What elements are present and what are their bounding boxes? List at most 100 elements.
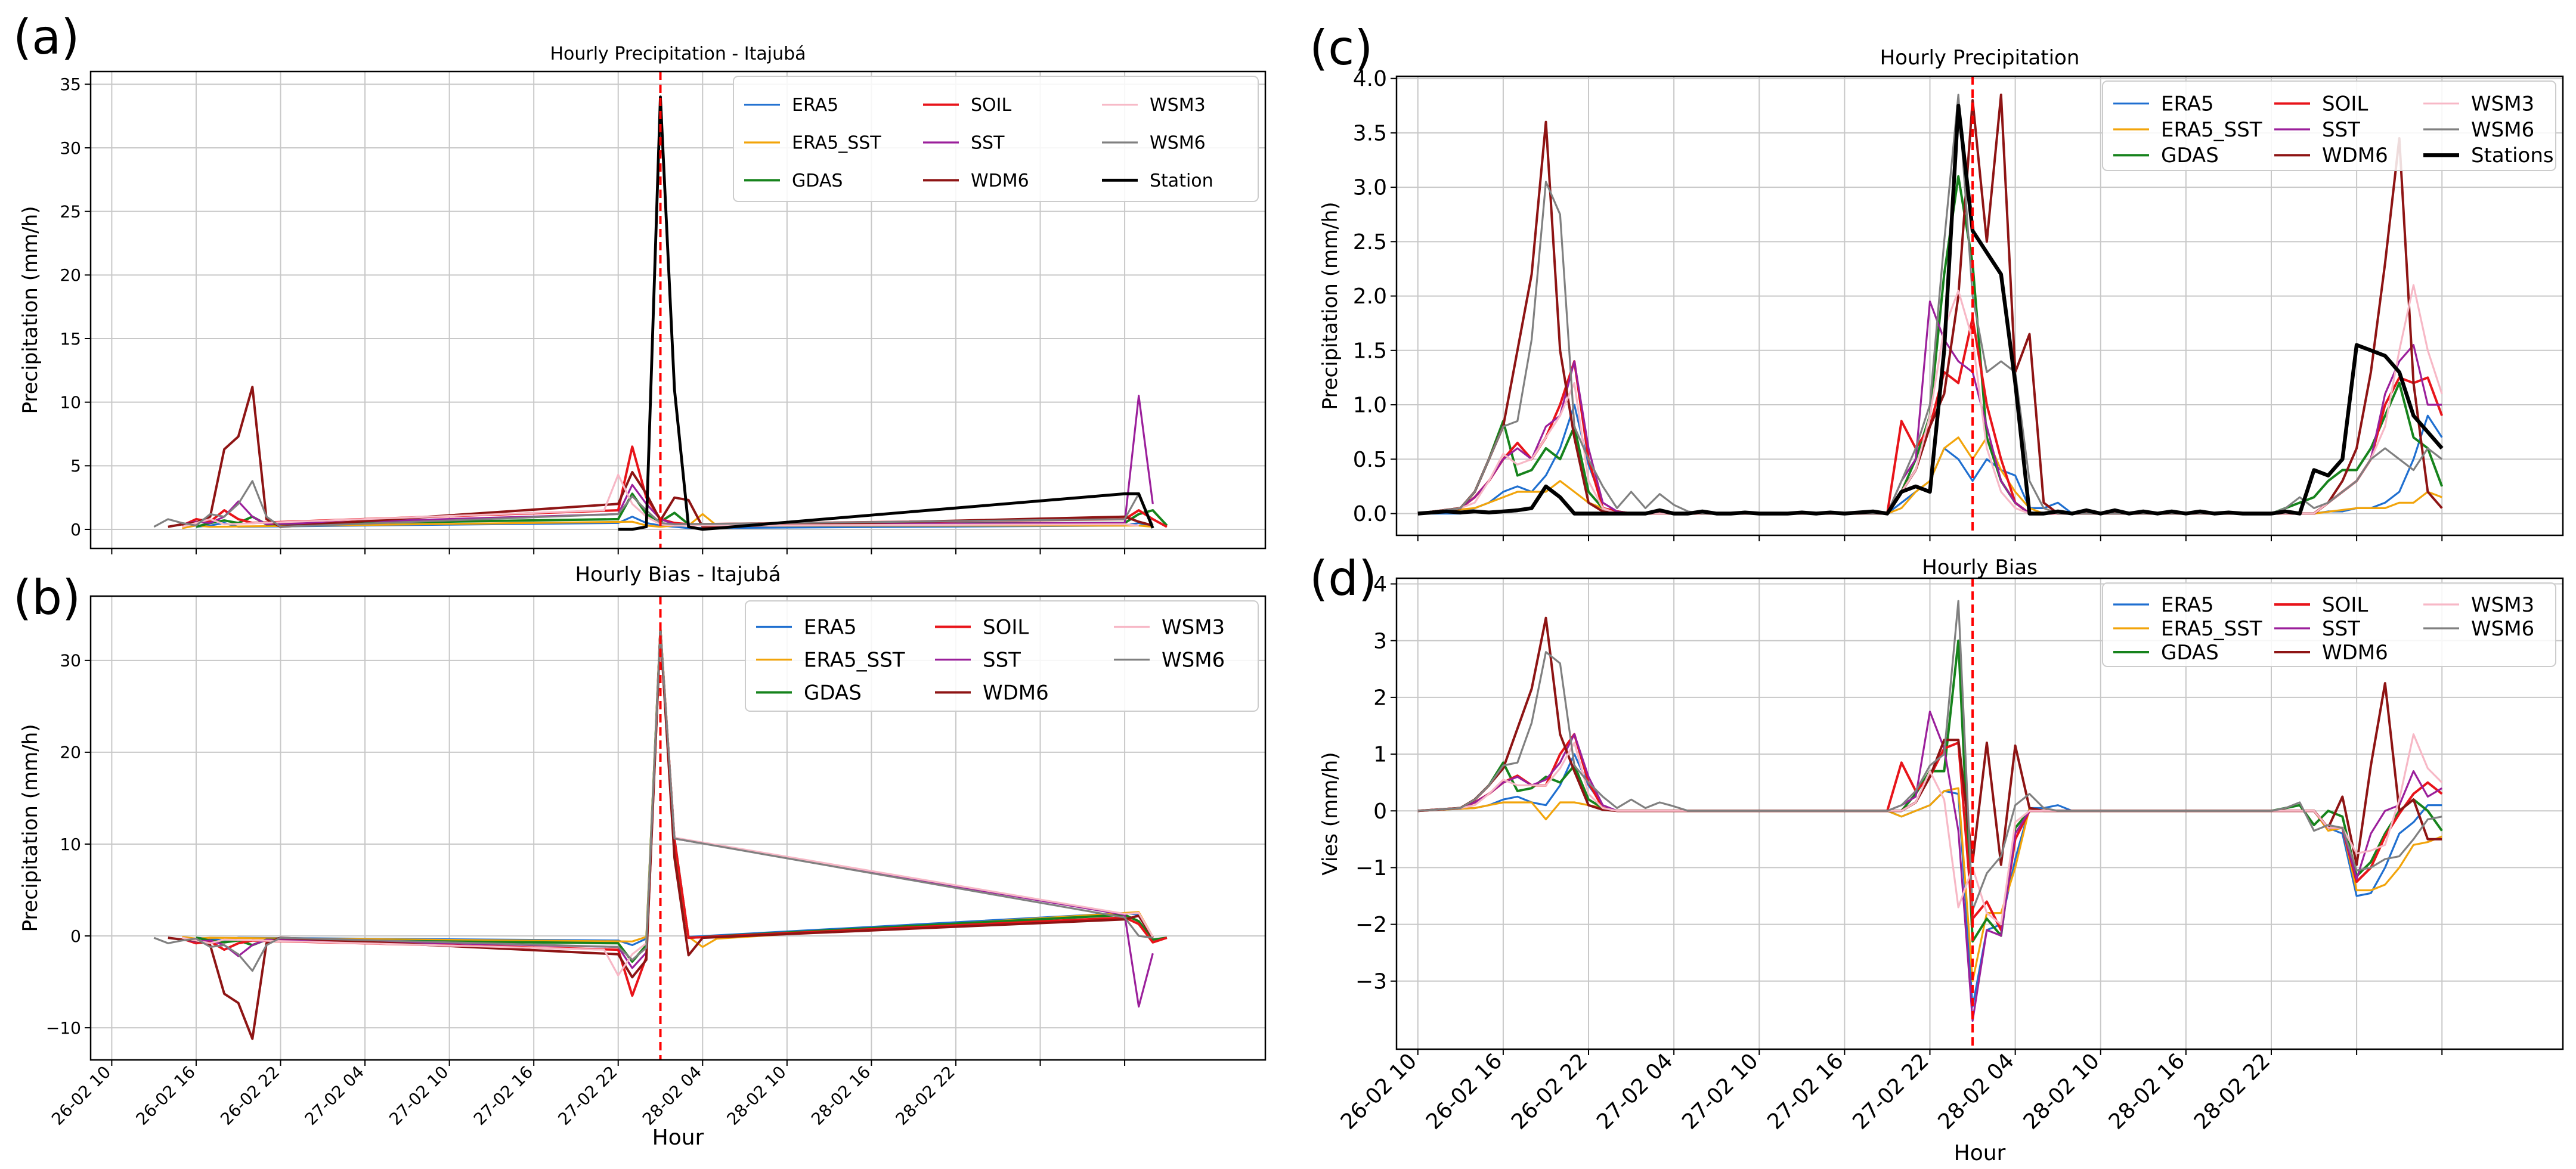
- legend-label: SST: [983, 648, 1021, 672]
- panel-c: (c) Hourly Precipitation 0.0 0.5 1.0 1.5 2.0 2.…: [1309, 20, 2564, 541]
- series-line-wdm6: [168, 629, 1154, 1040]
- legend-label: SOIL: [2322, 92, 2368, 116]
- y-tick-label: 1.5: [1353, 339, 1387, 363]
- legend-entry-sst: SST: [2274, 118, 2360, 142]
- y-tick-label: 30: [60, 651, 81, 671]
- legend-label: ERA5_SST: [2161, 617, 2262, 641]
- y-axis-label: Vies (mm/h): [1318, 752, 1342, 875]
- x-tick-label: 26-02 10: [1336, 1049, 1422, 1134]
- legend-entry-era5: ERA5: [756, 615, 857, 639]
- legend-label: WSM6: [2471, 617, 2534, 641]
- legend-label: WDM6: [983, 681, 1049, 705]
- y-axis-label: Precipitation (mm/h): [18, 206, 42, 414]
- legend-label: SST: [2322, 118, 2360, 142]
- legend-label: WSM3: [2471, 593, 2534, 617]
- y-tick-label: 35: [60, 75, 81, 94]
- panel-label: (a): [13, 10, 79, 65]
- y-tick-label: 25: [60, 201, 81, 221]
- legend-label: ERA5: [804, 615, 857, 639]
- legend-label: WSM6: [1162, 648, 1225, 672]
- legend-label: ERA5_SST: [2161, 118, 2262, 142]
- series-line-soil: [181, 445, 1168, 528]
- legend-entry-soil: SOIL: [923, 95, 1012, 116]
- legend-label: WSM3: [1162, 615, 1225, 639]
- x-tick-label: 26-02 16: [132, 1062, 199, 1129]
- legend-label: WSM6: [2471, 118, 2534, 142]
- legend-label: Station: [1150, 170, 1213, 191]
- legend-label: ERA5_SST: [792, 133, 881, 154]
- y-axis: 0 5 10 15 20 25 30 35: [60, 75, 91, 539]
- plot-area: [153, 95, 1168, 531]
- y-tick-label: 0: [70, 926, 81, 946]
- series-line-wdm6: [1417, 616, 2442, 866]
- x-tick-label: 28-02 10: [723, 1062, 789, 1129]
- series-line-wsm6: [153, 627, 1153, 972]
- y-tick-label: 1: [1373, 743, 1387, 767]
- legend-label: SST: [2322, 617, 2360, 641]
- y-tick-label: 4: [1373, 572, 1387, 597]
- series-line-sst: [1417, 711, 2443, 1022]
- panel-a: (a) Hourly Precipitation - Itajubá 0 5 10 15 2…: [13, 10, 1267, 554]
- plot-area: [153, 624, 1168, 1040]
- x-tick-label: 27-02 16: [1763, 1049, 1848, 1134]
- y-tick-label: 3: [1373, 629, 1387, 653]
- y-tick-label: 0: [70, 520, 81, 539]
- legend-label: ERA5: [2161, 92, 2214, 116]
- legend-entry-wdm6: WDM6: [2274, 144, 2388, 168]
- x-tick-label: 26-02 22: [216, 1062, 283, 1129]
- legend-entry-soil: SOIL: [2274, 92, 2368, 116]
- legend-label: GDAS: [804, 681, 862, 705]
- legend-entry-gdas: GDAS: [756, 681, 862, 705]
- y-tick-label: 3.5: [1353, 121, 1387, 145]
- y-axis-label: Precipitation (mm/h): [18, 724, 42, 932]
- x-tick-label: 26-02 10: [48, 1062, 114, 1129]
- legend-label: SST: [971, 133, 1005, 154]
- y-tick-label: 2.5: [1353, 230, 1387, 255]
- legend-label: SOIL: [2322, 593, 2368, 617]
- legend-entry-wdm6: WDM6: [935, 681, 1049, 705]
- legend-entry-wdm6: WDM6: [2274, 641, 2388, 665]
- legend-entry-wsm6: WSM6: [1114, 648, 1225, 672]
- legend-entry-wsm3: WSM3: [1114, 615, 1225, 639]
- series-line-era5: [1417, 753, 2442, 1008]
- y-tick-label: 20: [60, 265, 81, 285]
- legend-entry-era5_sst: ERA5_SST: [744, 133, 881, 154]
- x-tick-label: 28-02 22: [892, 1062, 959, 1129]
- series-line-wdm6: [1417, 94, 2443, 515]
- legend-entry-gdas: GDAS: [744, 170, 843, 191]
- legend-entry-soil: SOIL: [2274, 593, 2368, 617]
- x-tick-label: 28-02 04: [1934, 1049, 2019, 1134]
- y-tick-label: 30: [60, 138, 81, 158]
- y-tick-label: −1: [1355, 856, 1387, 880]
- series-line-station: [618, 95, 1154, 531]
- x-tick-label: 28-02 16: [2104, 1049, 2190, 1134]
- x-axis: 26-02 10 26-02 16 26-02 22 27-02 04 27-02 10…: [1336, 1049, 2443, 1134]
- chart-title: Hourly Precipitation - Itajubá: [550, 44, 806, 64]
- legend-label: GDAS: [792, 170, 843, 191]
- panel-b: (b) Hourly Bias - Itajubá −10 0 10 20 30 Precip…: [13, 563, 1267, 1150]
- y-axis: 0.0 0.5 1.0 1.5 2.0 2.5 3.0 3.5 4.0: [1353, 67, 1397, 526]
- legend-entry-wsm3: WSM3: [2423, 92, 2534, 116]
- x-tick-label: 27-02 22: [1848, 1049, 1933, 1134]
- y-tick-label: 1.0: [1353, 393, 1387, 418]
- legend-entry-era5_sst: ERA5_SST: [2113, 617, 2262, 641]
- legend-entry-soil: SOIL: [935, 615, 1029, 639]
- chart-title: Hourly Bias: [1922, 556, 2038, 579]
- series-line-wsm3: [1417, 733, 2443, 926]
- series-line-wsm6: [1417, 94, 2443, 515]
- legend-entry-gdas: GDAS: [2113, 144, 2219, 168]
- x-tick-label: 27-02 04: [301, 1062, 368, 1129]
- x-axis: [111, 548, 1126, 554]
- x-tick-label: 26-02 22: [1507, 1049, 1592, 1134]
- x-tick-label: 27-02 22: [554, 1062, 621, 1129]
- legend-entry-era5: ERA5: [744, 95, 838, 116]
- y-axis: −3 −2 −1 0 1 2 3 4: [1355, 572, 1397, 994]
- legend-entry-sst: SST: [2274, 617, 2360, 641]
- legend-entry-wsm3: WSM3: [1102, 95, 1206, 116]
- legend-label: WSM3: [2471, 92, 2534, 116]
- x-tick-label: 27-02 16: [470, 1062, 537, 1129]
- y-tick-label: 0.0: [1353, 502, 1387, 526]
- legend-label: SOIL: [971, 95, 1012, 116]
- legend-label: SOIL: [983, 615, 1029, 639]
